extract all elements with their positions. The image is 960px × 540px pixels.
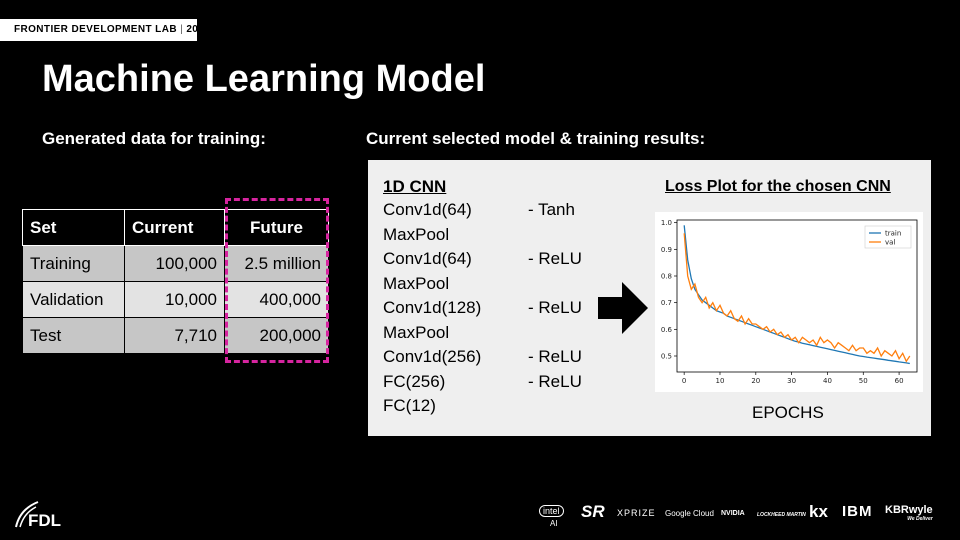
y-tick-label: 1.0 (661, 219, 672, 227)
table-header-set: Set (22, 209, 125, 246)
layer-name: FC(256) (383, 371, 446, 391)
table-header-future: Future (224, 209, 329, 246)
future-column-highlight (225, 198, 329, 363)
list-item: Conv1d(128) - ReLU (383, 298, 582, 323)
layer-activation: - ReLU (528, 371, 582, 391)
x-tick-label: 40 (823, 377, 832, 385)
left-heading: Generated data for training: (42, 129, 266, 148)
fdl-logo-text: FDL (28, 511, 61, 529)
loss-plot: 0 10 20 30 40 50 60 0.5 0.6 0.7 0.8 0.9 1.0 train val (655, 212, 923, 392)
x-tick-label: 10 (716, 377, 725, 385)
table-cell: Test (22, 317, 125, 354)
plot-title: Loss Plot for the chosen CNN (665, 178, 891, 195)
lockheed-martin-logo: LOCKHEED MARTIN (757, 512, 806, 518)
right-heading: Current selected model & training result… (366, 129, 706, 148)
ai-logo-text: AI (550, 519, 558, 528)
banner-org: FRONTIER DEVELOPMENT LAB (14, 24, 177, 35)
list-item: FC(12) (383, 396, 481, 421)
table-cell: 2.5 million (224, 245, 329, 282)
model-panel: 1D CNN Conv1d(64) - Tanh MaxPool Conv1d(6… (368, 160, 931, 436)
layer-name: FC(12) (383, 396, 436, 415)
table-cell: Validation (22, 281, 125, 318)
table-row: Training 100,000 2.5 million (22, 245, 329, 282)
layer-name: MaxPool (383, 224, 450, 244)
layer-name: Conv1d(64) (383, 249, 472, 268)
banner-year: 2018 (186, 24, 211, 35)
plot-frame (676, 219, 918, 373)
layer-name: Conv1d(64) (383, 200, 472, 219)
sri-logo: SR (581, 502, 605, 521)
table-cell: 10,000 (124, 281, 225, 318)
x-tick-label: 30 (787, 377, 796, 385)
y-tick-label: 0.5 (661, 353, 672, 361)
list-item: Conv1d(64) - Tanh (383, 200, 575, 225)
header-banner: FRONTIER DEVELOPMENT LAB | 2018 (0, 19, 210, 41)
y-tick-label: 0.9 (661, 246, 672, 254)
legend-label-train: train (885, 230, 901, 238)
google-cloud-logo: Google Cloud (665, 509, 714, 518)
layer-activation: - ReLU (528, 298, 582, 317)
x-axis-label: EPOCHS (752, 403, 824, 422)
layer-list: 1D CNN Conv1d(64) - Tanh MaxPool Conv1d(6… (383, 177, 582, 421)
x-tick-label: 60 (895, 377, 904, 385)
list-item: MaxPool (383, 274, 481, 299)
table-cell: 200,000 (224, 317, 329, 354)
dataset-table: Set Current Future Training 100,000 2.5 … (22, 209, 329, 354)
y-tick-label: 0.8 (661, 273, 672, 281)
intel-logo-text: intel (539, 505, 564, 517)
xprize-logo: XPRIZE (617, 508, 656, 518)
x-tick-label: 0 (682, 377, 686, 385)
table-row: Validation 10,000 400,000 (22, 281, 329, 318)
kbrwyle-logo: KBRwyle We Deliver (885, 504, 933, 522)
list-item: Conv1d(256) - ReLU (383, 347, 582, 372)
table-cell: 400,000 (224, 281, 329, 318)
y-tick-label: 0.7 (661, 299, 672, 307)
right-arrow-icon (598, 282, 648, 334)
table-cell: Training (22, 245, 125, 282)
list-item: Conv1d(64) - ReLU (383, 249, 582, 274)
sponsor-logos: intel AI SR XPRIZE Google Cloud NVIDIA L… (539, 500, 949, 528)
kx-logo: kx (809, 502, 828, 521)
table-header-row: Set Current Future (22, 209, 329, 246)
banner-separator: | (180, 24, 187, 35)
list-item: MaxPool (383, 323, 481, 348)
table-header-current: Current (124, 209, 225, 246)
x-tick-label: 50 (859, 377, 868, 385)
table-row: Test 7,710 200,000 (22, 317, 329, 354)
list-item: FC(256) - ReLU (383, 371, 582, 397)
kbrwyle-tagline: We Deliver (907, 516, 933, 522)
layer-activation: - Tanh (528, 200, 575, 219)
nvidia-logo: NVIDIA (721, 510, 745, 517)
series-line-train (683, 225, 910, 365)
ibm-logo: IBM (842, 503, 873, 520)
layer-activation: - ReLU (528, 347, 582, 366)
table-cell: 100,000 (124, 245, 225, 282)
layer-activation: - ReLU (528, 249, 582, 268)
legend-label-val: val (885, 239, 895, 247)
intel-ai-logo: intel AI (539, 501, 564, 528)
table-cell: 7,710 (124, 317, 225, 354)
y-tick-label: 0.6 (661, 326, 673, 334)
fdl-logo: FDL (15, 501, 61, 529)
list-item: MaxPool (383, 225, 481, 250)
layer-name: MaxPool (383, 322, 450, 342)
series-line-val (683, 233, 911, 363)
layer-name: MaxPool (383, 273, 450, 293)
slide-title: Machine Learning Model (42, 58, 486, 100)
x-tick-label: 20 (751, 377, 760, 385)
model-name: 1D CNN (383, 177, 447, 196)
layer-name: Conv1d(128) (383, 298, 482, 317)
layer-name: Conv1d(256) (383, 347, 482, 366)
kbrwyle-logo-text: KBRwyle (885, 504, 933, 516)
